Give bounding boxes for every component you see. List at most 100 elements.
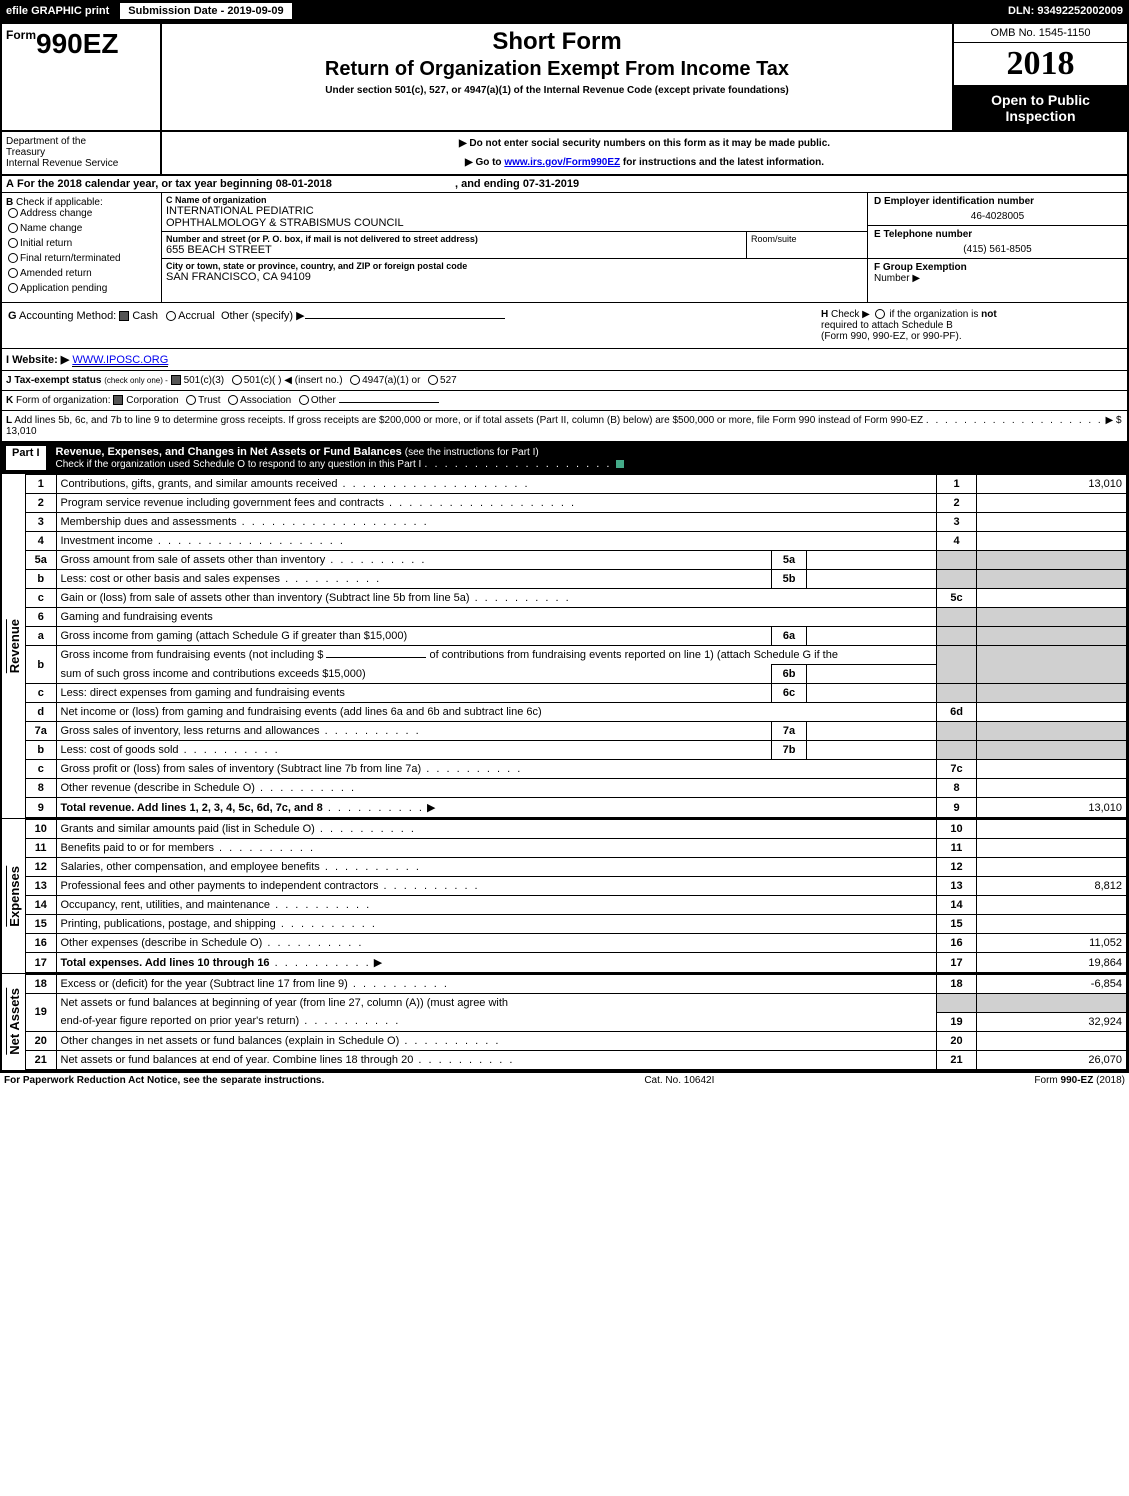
short-form-title: Short Form [170, 28, 944, 56]
j-527-checkbox[interactable] [428, 375, 438, 385]
l7a-dots [320, 725, 421, 737]
irs-link[interactable]: www.irs.gov/Form990EZ [504, 157, 620, 168]
g-other-field[interactable] [305, 318, 505, 319]
j-4947-checkbox[interactable] [350, 375, 360, 385]
goto-prefix: ▶ Go to [465, 157, 504, 168]
section-i: I Website: ▶ WWW.IPOSC.ORG [2, 349, 1127, 371]
l6a-shade2 [977, 627, 1127, 646]
b-label: B [6, 197, 13, 208]
form-number-cell: Form990EZ [2, 24, 162, 130]
l13-dots [378, 880, 479, 892]
l5a-shade [937, 551, 977, 570]
website-link[interactable]: WWW.IPOSC.ORG [72, 354, 168, 367]
part1-title: Revenue, Expenses, and Changes in Net As… [56, 446, 402, 458]
i-label: I Website: ▶ [6, 354, 69, 366]
j-opt1: 501(c)(3) [184, 375, 225, 386]
k-corp-checkbox[interactable] [113, 395, 123, 405]
dept-line2: Treasury [6, 147, 156, 158]
l21-dots [413, 1054, 514, 1066]
l5a-shade2 [977, 551, 1127, 570]
dept-line1: Department of the [6, 136, 156, 147]
final-return-checkbox[interactable] [8, 253, 18, 263]
k-other-checkbox[interactable] [299, 395, 309, 405]
expenses-side-label: Expenses [2, 819, 26, 973]
l18-num: 18 [26, 975, 56, 994]
l14-num: 14 [26, 896, 56, 915]
l6b-blank[interactable] [326, 657, 426, 658]
l7c-box: 7c [937, 760, 977, 779]
j-501c3-checkbox[interactable] [171, 375, 181, 385]
section-a-prefix: For the 2018 calendar year, or tax year … [17, 178, 276, 190]
l5b-shade [937, 570, 977, 589]
l6d-box: 6d [937, 703, 977, 722]
footer-left: For Paperwork Reduction Act Notice, see … [4, 1075, 324, 1086]
l6-shade2 [977, 608, 1127, 627]
pending-checkbox[interactable] [8, 283, 18, 293]
efile-print-button[interactable]: efile GRAPHIC print [0, 2, 115, 20]
org-name-l1: INTERNATIONAL PEDIATRIC [166, 205, 863, 217]
l9-dots [323, 802, 424, 814]
l14-box: 14 [937, 896, 977, 915]
section-gh: G Accounting Method: Cash Accrual Other … [2, 303, 1127, 349]
l7b-shade2 [977, 741, 1127, 760]
accrual-checkbox[interactable] [166, 311, 176, 321]
l6d-num: d [26, 703, 56, 722]
j-501c-checkbox[interactable] [232, 375, 242, 385]
l13-desc: Professional fees and other payments to … [61, 880, 379, 892]
open-public-l2: Inspection [956, 108, 1125, 124]
expenses-table: 10 Grants and similar amounts paid (list… [26, 819, 1127, 973]
l3-desc: Membership dues and assessments [61, 516, 237, 528]
cash-checkbox[interactable] [119, 311, 129, 321]
amended-checkbox[interactable] [8, 268, 18, 278]
j-opt4: 527 [440, 375, 457, 386]
l6b-num: b [26, 646, 56, 684]
section-a: A For the 2018 calendar year, or tax yea… [2, 176, 1127, 193]
l10-desc: Grants and similar amounts paid (list in… [61, 823, 315, 835]
submission-date: Submission Date - 2019-09-09 [119, 2, 292, 20]
f-label2: Number ▶ [874, 273, 920, 284]
l15-num: 15 [26, 915, 56, 934]
k-assoc-checkbox[interactable] [228, 395, 238, 405]
b-item-0: Address change [20, 208, 92, 219]
l5a-inner-amt [807, 551, 937, 570]
h-checkbox[interactable] [875, 309, 885, 319]
addr-change-checkbox[interactable] [8, 208, 18, 218]
l2-dots [384, 497, 576, 509]
j-sub: (check only one) - [104, 376, 168, 385]
l19-desc: Net assets or fund balances at beginning… [61, 997, 509, 1009]
section-k: K Form of organization: Corporation Trus… [2, 391, 1127, 411]
k-other-field[interactable] [339, 402, 439, 403]
l16-desc: Other expenses (describe in Schedule O) [61, 937, 263, 949]
l18-amt: -6,854 [977, 975, 1127, 994]
line-6d: d Net income or (loss) from gaming and f… [26, 703, 1127, 722]
l13-num: 13 [26, 877, 56, 896]
schedule-o-checkbox[interactable] [615, 459, 625, 469]
form-container: Form990EZ Short Form Return of Organizat… [0, 22, 1129, 1072]
initial-return-checkbox[interactable] [8, 238, 18, 248]
l6c-shade [937, 684, 977, 703]
line-11: 11 Benefits paid to or for members 11 [26, 839, 1127, 858]
l17-desc: Total expenses. Add lines 10 through 16 [61, 957, 270, 969]
part1-label: Part I [6, 446, 46, 470]
org-name-l2: OPHTHALMOLOGY & STRABISMUS COUNCIL [166, 217, 863, 229]
l14-desc: Occupancy, rent, utilities, and maintena… [61, 899, 271, 911]
l19-box: 19 [937, 1012, 977, 1031]
l5c-num: c [26, 589, 56, 608]
line-6a: a Gross income from gaming (attach Sched… [26, 627, 1127, 646]
section-def: D Employer identification number 46-4028… [867, 193, 1127, 302]
l6c-shade2 [977, 684, 1127, 703]
line-19-2: end-of-year figure reported on prior yea… [26, 1012, 1127, 1031]
name-change-checkbox[interactable] [8, 223, 18, 233]
l19-amt: 32,924 [977, 1012, 1127, 1031]
l5c-dots [470, 592, 571, 604]
l20-dots [399, 1035, 500, 1047]
form-number: 990EZ [36, 28, 119, 59]
line-20: 20 Other changes in net assets or fund b… [26, 1031, 1127, 1050]
line-6c: c Less: direct expenses from gaming and … [26, 684, 1127, 703]
l13-amt: 8,812 [977, 877, 1127, 896]
h-label: H [821, 309, 828, 320]
l4-amt [977, 532, 1127, 551]
l7c-desc: Gross profit or (loss) from sales of inv… [61, 763, 422, 775]
l11-box: 11 [937, 839, 977, 858]
k-trust-checkbox[interactable] [186, 395, 196, 405]
